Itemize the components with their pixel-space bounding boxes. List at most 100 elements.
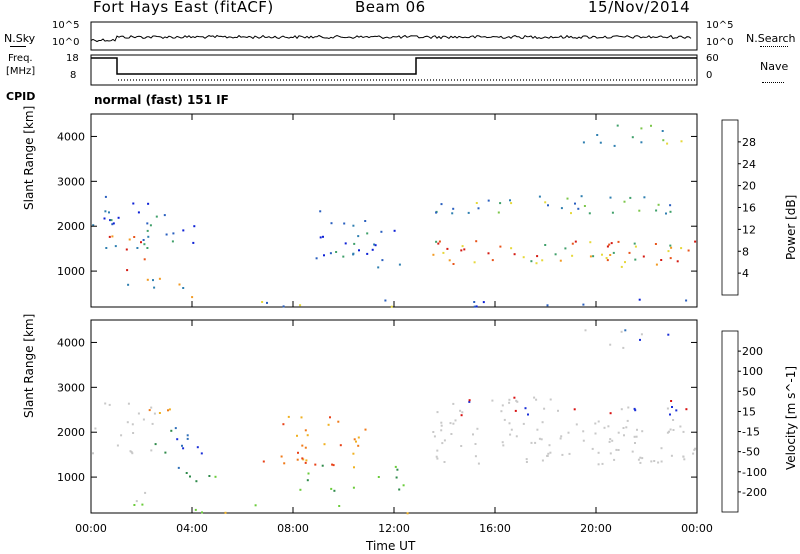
echo-cell	[130, 451, 133, 453]
echo-cell	[315, 257, 318, 260]
power-colorbar-tick-label: 12	[742, 223, 756, 236]
echo-cell	[497, 211, 500, 214]
x-axis-title: Time UT	[366, 539, 416, 553]
echo-cell	[541, 259, 544, 262]
echo-cell	[582, 430, 585, 433]
echo-cell	[653, 460, 656, 462]
echo-cell	[615, 448, 618, 451]
echo-cell	[605, 257, 608, 259]
echo-cell	[637, 458, 640, 461]
echo-cell	[460, 414, 463, 417]
echo-cell	[135, 500, 138, 503]
colorbar-layer: 28 24 20 16 12 8 4 200 100 50 15 -15 -50 -100 -200	[721, 119, 767, 513]
xtick-label: 16:00	[479, 522, 511, 535]
echo-cell	[330, 222, 333, 225]
nave-tick-low: 0	[706, 70, 713, 81]
echo-cell	[588, 212, 591, 215]
echo-cell	[314, 463, 317, 466]
echo-cell	[321, 464, 324, 467]
echo-cell	[287, 415, 290, 418]
echo-cell	[617, 431, 620, 434]
echo-cell	[443, 439, 446, 442]
ytick-label: 2000	[57, 426, 85, 439]
echo-cell	[117, 216, 120, 219]
noise-trace	[90, 34, 692, 43]
echo-cell	[661, 130, 664, 132]
echo-cell	[633, 435, 636, 438]
echo-cell	[393, 229, 396, 232]
echo-cell	[611, 439, 614, 442]
echo-cell	[685, 408, 688, 411]
echo-cell	[266, 301, 268, 304]
echo-cell	[319, 210, 322, 213]
echo-cell	[601, 253, 603, 256]
xtick-label: 00:00	[75, 522, 107, 535]
echo-cell	[155, 215, 158, 218]
echo-cell	[339, 444, 342, 447]
xtick-label: 08:00	[277, 522, 309, 535]
echo-cell	[154, 443, 157, 446]
echo-cell	[92, 224, 95, 227]
echo-cell	[147, 202, 150, 205]
echo-cell	[147, 235, 150, 238]
echo-cell	[443, 461, 446, 463]
echo-cell	[114, 245, 117, 248]
echo-cell	[682, 430, 685, 433]
echo-cell	[358, 249, 360, 252]
echo-cell	[693, 448, 696, 451]
echo-cell	[639, 461, 642, 464]
echo-cell	[666, 142, 669, 145]
echo-cell	[639, 338, 641, 341]
echo-cell	[448, 259, 451, 262]
echo-cell	[437, 242, 440, 245]
echo-cell	[540, 438, 543, 441]
power-colorbar-tick-label: 8	[742, 245, 749, 258]
echo-cell	[671, 406, 673, 408]
echo-cell	[377, 476, 380, 478]
echo-cell	[472, 433, 474, 436]
echo-cell	[629, 196, 632, 199]
echo-cell	[344, 242, 347, 245]
echo-cell	[200, 452, 203, 455]
echo-cell	[109, 219, 112, 222]
echo-cell	[468, 399, 471, 402]
echo-cell	[94, 427, 97, 430]
echo-cell	[182, 229, 185, 232]
echo-cell	[461, 245, 464, 248]
echo-cell	[164, 451, 167, 454]
echo-cell	[129, 450, 132, 453]
echo-cell	[133, 504, 136, 506]
echo-cell	[158, 277, 161, 280]
echo-cell	[502, 444, 505, 447]
echo-cell	[475, 202, 478, 204]
echo-cell	[477, 207, 480, 210]
echo-cell	[574, 240, 577, 243]
echo-cell	[141, 503, 144, 506]
echo-cell	[163, 214, 166, 217]
echo-cell	[366, 252, 369, 255]
echo-cell	[146, 278, 149, 281]
echo-cell	[127, 402, 130, 405]
echo-cell	[131, 423, 134, 426]
echo-cell	[631, 450, 634, 453]
ytick-label: 2000	[57, 220, 85, 233]
echo-cell	[624, 261, 626, 264]
echo-cell	[639, 456, 642, 459]
noise-sky-legend-line	[10, 46, 26, 47]
echo-cell	[547, 204, 549, 207]
echo-cell	[670, 400, 673, 402]
echo-cell	[534, 441, 537, 444]
echo-cell	[491, 259, 494, 262]
echo-cell	[322, 235, 324, 238]
echo-cell	[357, 436, 360, 439]
echo-cell	[337, 420, 340, 423]
echo-cell	[670, 246, 673, 249]
echo-cell	[186, 437, 189, 440]
echo-cell	[609, 254, 612, 256]
echo-cell	[544, 244, 547, 246]
echo-cell	[655, 263, 658, 266]
noise-sky-label: N.Sky	[4, 32, 36, 45]
echo-cell	[535, 262, 538, 265]
echo-cell	[474, 443, 477, 445]
echo-cell	[171, 240, 174, 243]
